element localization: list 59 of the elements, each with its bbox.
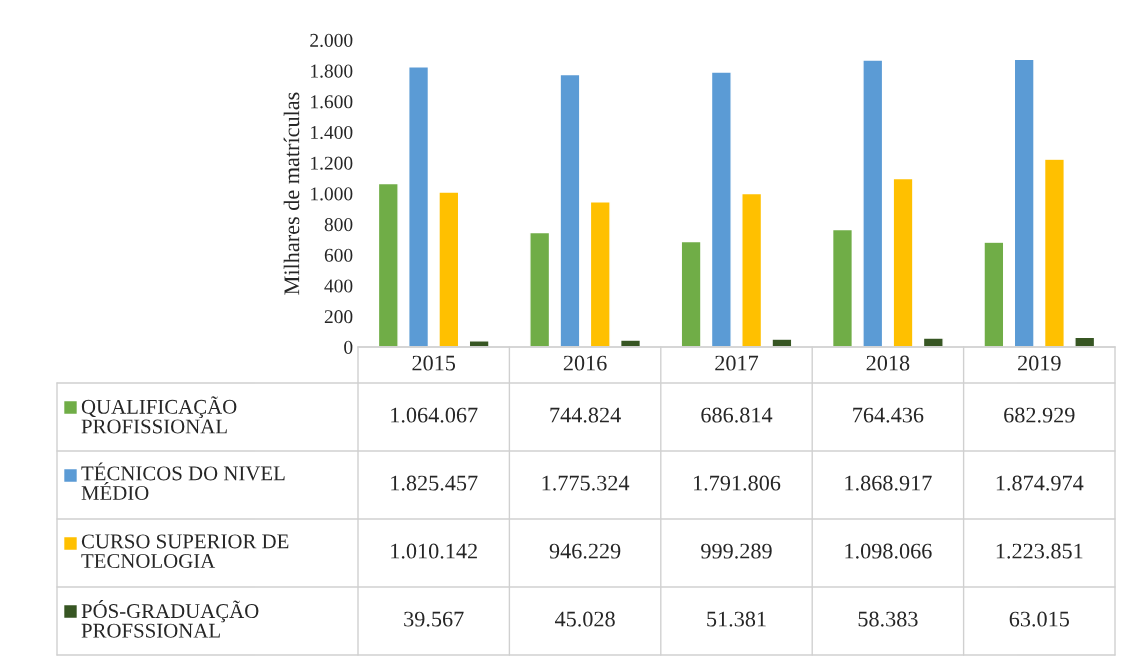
bar — [771, 338, 793, 347]
text: 1.825.457 — [391, 475, 478, 491]
text: 58.383 — [858, 611, 918, 627]
legend-label: CURSO SUPERIOR DE TECNOLOGIA — [81, 534, 289, 569]
y-tick-label: 1.000 — [311, 187, 353, 201]
bar — [741, 192, 763, 347]
x-tick-label: 2016 — [563, 355, 607, 371]
bar — [831, 228, 854, 347]
y-tick-label: 200 — [324, 310, 353, 324]
bar — [1043, 158, 1065, 347]
bar — [922, 337, 944, 347]
y-axis-title: Milhares de matrículas — [283, 92, 300, 295]
bar — [377, 182, 399, 347]
x-tick-label: 2019 — [1018, 355, 1061, 371]
text: 1.098.066 — [845, 543, 932, 559]
text: 1.223.851 — [996, 543, 1083, 559]
legend-label: TÉCNICOS DO NIVEL MÉDIO — [81, 462, 285, 501]
y-tick-label: 1.600 — [311, 95, 353, 109]
bar — [589, 201, 611, 347]
x-tick-label: 2017 — [715, 355, 759, 371]
y-tick-label: 0 — [344, 340, 353, 354]
text: 999.289 — [701, 543, 772, 559]
x-tick-label: 2015 — [412, 355, 456, 371]
text: 744.824 — [550, 407, 621, 423]
legend-label: QUALIFICAÇÃO PROFISSIONAL — [81, 396, 237, 434]
text: 686.814 — [701, 407, 773, 423]
text: 1.874.974 — [996, 475, 1084, 491]
text: 946.229 — [549, 543, 621, 559]
bar — [892, 177, 914, 347]
text: 1.010.142 — [391, 543, 477, 559]
y-tick-label: 400 — [324, 279, 353, 293]
y-tick-label: 1.400 — [311, 125, 353, 140]
y-tick-label: 800 — [324, 218, 353, 232]
text: 1.868.917 — [845, 475, 932, 491]
text: 63.015 — [1009, 611, 1069, 627]
text: 39.567 — [404, 611, 464, 627]
text: 1.775.324 — [542, 475, 630, 491]
bar — [559, 73, 581, 347]
y-tick-label: 2.000 — [310, 33, 353, 48]
text: 1.064.067 — [391, 407, 478, 423]
bar — [983, 241, 1005, 347]
bar — [619, 339, 642, 347]
y-tick-label: 600 — [324, 248, 353, 262]
legend-label: PÓS-GRADUAÇÃO PROFSSIONAL — [81, 600, 259, 638]
text: 682.929 — [1004, 407, 1075, 423]
x-tick-label: 2018 — [866, 355, 910, 371]
text: 45.028 — [554, 611, 615, 627]
y-tick-label: 1.200 — [311, 156, 353, 170]
bar — [710, 71, 732, 347]
y-tick-label: 1.800 — [311, 64, 353, 78]
bar — [408, 66, 430, 347]
text: 1.791.806 — [694, 475, 781, 491]
bar — [529, 231, 551, 347]
bar — [862, 59, 884, 347]
text: 764.436 — [853, 407, 924, 423]
bar — [1013, 58, 1035, 347]
text: 51.381 — [707, 611, 766, 627]
bar — [438, 191, 460, 347]
bar — [680, 240, 702, 347]
